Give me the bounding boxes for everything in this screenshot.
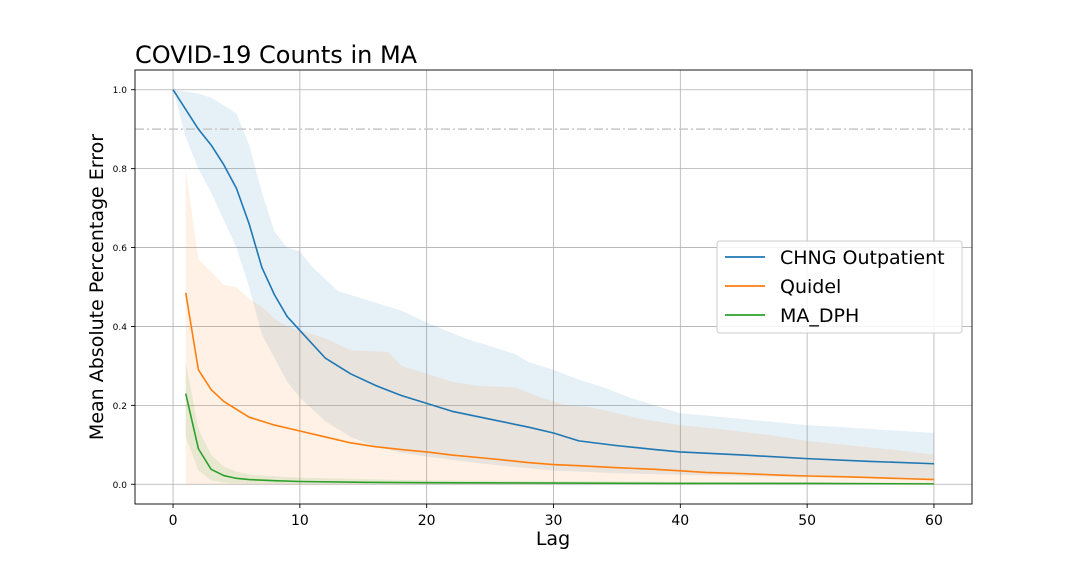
x-tick-label: 10 (291, 513, 309, 529)
legend-label: CHNG Outpatient (780, 247, 945, 269)
y-tick-label: 0.8 (113, 165, 128, 175)
x-tick-label: 40 (671, 513, 689, 529)
legend-box (716, 240, 963, 334)
band-quidel (185, 168, 934, 485)
plot-area: 0 10 20 30 40 50 60 0.0 0.2 0.4 0.6 0.8 1.0 (113, 69, 973, 529)
y-axis-label: Mean Absolute Percentage Error (86, 134, 108, 440)
y-tick-label: 0.0 (113, 481, 128, 491)
series-line-ma-dph (184, 393, 934, 485)
band-chng-outpatient (173, 89, 934, 479)
y-tick-label: 0.4 (113, 323, 128, 333)
x-tick-label: 20 (418, 513, 436, 529)
x-tick-label: 0 (169, 513, 178, 529)
x-tick-label: 50 (798, 513, 816, 529)
x-tick-label: 60 (925, 513, 943, 529)
y-tick-label: 0.2 (113, 402, 127, 412)
series-line-quidel (184, 292, 934, 481)
series-line-chng-outpatient (172, 89, 934, 465)
x-axis-label: Lag (536, 528, 570, 550)
y-tick-label: 1.0 (113, 86, 128, 96)
legend: CHNG Outpatient Quidel MA_DPH (716, 240, 963, 334)
legend-label: MA_DPH (780, 305, 859, 327)
y-tick-label: 0.6 (113, 244, 128, 254)
x-tick-label: 30 (545, 513, 563, 529)
chart-title: COVID-19 Counts in MA (135, 41, 418, 69)
legend-label: Quidel (780, 276, 841, 298)
